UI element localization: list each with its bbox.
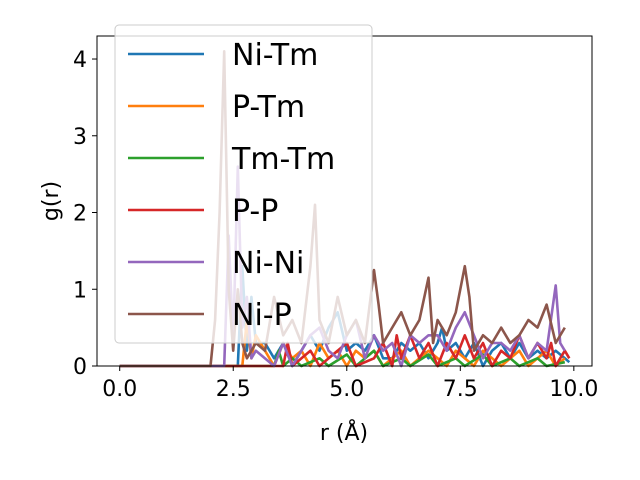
x-tick-label: 7.5 [443,377,478,402]
y-tick-label: 0 [73,355,87,380]
legend-items: Ni-Tm P-Tm Tm-Tm P-P Ni-Ni Ni-P [128,38,335,333]
y-axis: 0 1 2 3 4 [73,48,97,380]
legend-label: P-P [232,194,278,229]
legend-label: Tm-Tm [231,142,335,177]
x-tick-label: 0.0 [102,377,137,402]
legend-label: Ni-P [232,298,292,333]
x-tick-label: 10.0 [549,377,598,402]
y-tick-label: 4 [73,48,87,73]
series-layer [119,50,571,368]
y-tick-label: 2 [73,202,87,227]
legend-label: Ni-Tm [232,38,318,73]
legend-box [114,24,373,344]
x-axis: 0.0 2.5 5.0 7.5 10.0 [102,366,598,402]
x-tick-label: 2.5 [216,377,251,402]
y-axis-label: g(r) [39,181,64,221]
x-tick-label: 5.0 [329,377,364,402]
x-axis-label: r (Å) [320,419,368,446]
legend: Ni-Tm P-Tm Tm-Tm P-P Ni-Ni Ni-P [114,24,373,344]
legend-label: Ni-Ni [232,246,304,281]
y-tick-label: 1 [73,278,87,303]
legend-label: P-Tm [232,90,305,125]
y-tick-label: 3 [73,125,87,150]
series-line-ni-ni [119,165,566,368]
